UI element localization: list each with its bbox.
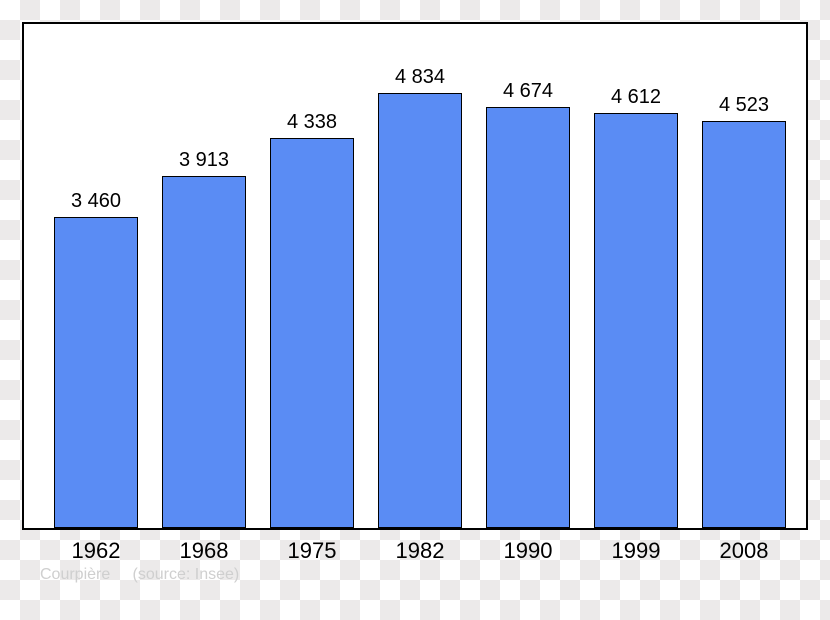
bar-value-label: 3 913	[163, 149, 245, 172]
bar-value-label: 3 460	[55, 190, 137, 213]
bar-value-label: 4 338	[271, 111, 353, 134]
bar-1999: 4 612	[594, 113, 678, 528]
bar-1968: 3 913	[162, 176, 246, 528]
x-axis-label: 1999	[612, 538, 661, 564]
source-place: Courpière	[40, 566, 110, 583]
chart-plot-frame: 3 460 3 913 4 338 4 834 4 674 4 612 4 523	[22, 22, 808, 530]
chart-source-caption: Courpière (source: Insee)	[40, 566, 239, 584]
bar-value-label: 4 834	[379, 66, 461, 89]
x-axis-label: 1962	[72, 538, 121, 564]
x-axis-label: 1982	[396, 538, 445, 564]
source-attribution: (source: Insee)	[133, 566, 240, 583]
bar-1982: 4 834	[378, 93, 462, 528]
x-axis-label: 1968	[180, 538, 229, 564]
bar-1962: 3 460	[54, 217, 138, 528]
bar-value-label: 4 612	[595, 86, 677, 109]
x-axis-label: 2008	[720, 538, 769, 564]
bar-2008: 4 523	[702, 121, 786, 528]
x-axis-label: 1975	[288, 538, 337, 564]
bar-1990: 4 674	[486, 107, 570, 528]
x-axis-label: 1990	[504, 538, 553, 564]
bar-value-label: 4 674	[487, 80, 569, 103]
bar-1975: 4 338	[270, 138, 354, 528]
bar-value-label: 4 523	[703, 94, 785, 117]
